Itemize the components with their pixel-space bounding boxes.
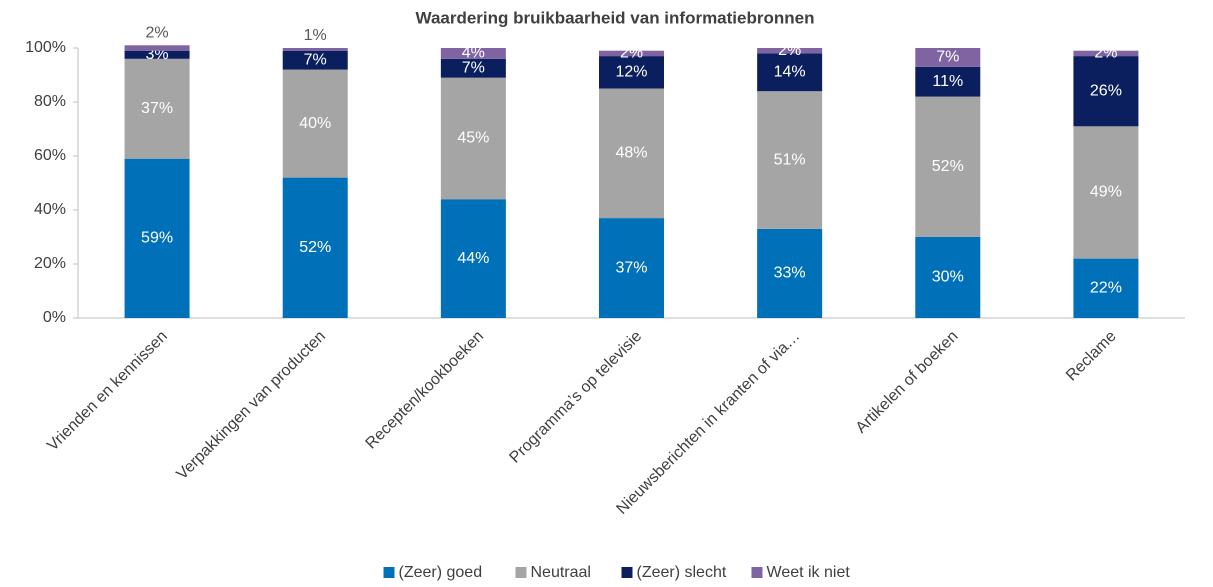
data-label: 59% [141, 230, 173, 247]
bar-segment [915, 48, 981, 67]
legend-label: (Zeer) goed [399, 564, 483, 581]
data-label: 40% [299, 115, 331, 132]
data-label: 37% [615, 259, 647, 276]
bar-segment [915, 96, 981, 237]
bar-segment [282, 69, 348, 178]
data-label: 52% [932, 158, 964, 175]
legend-swatch [751, 567, 763, 578]
y-tick-label: 40% [34, 201, 66, 218]
data-label: 1% [304, 27, 327, 44]
data-label: 44% [457, 250, 489, 267]
y-tick-label: 100% [25, 39, 66, 56]
bar-segment [599, 50, 664, 57]
data-label: 7% [304, 51, 327, 68]
bar-segment [599, 88, 664, 219]
bar-segment [915, 237, 981, 318]
bar-segment [124, 45, 190, 51]
x-tick-label: Reclame [1063, 328, 1120, 385]
data-label: 33% [774, 265, 806, 282]
bar-segment [282, 177, 348, 318]
legend-label: Weet ik niet [767, 564, 851, 581]
data-label: 7% [462, 59, 485, 76]
bar-segment [440, 77, 506, 200]
bar-segment [282, 48, 348, 51]
data-label: 49% [1090, 184, 1122, 201]
bar-segment [1073, 56, 1139, 127]
y-tick-label: 20% [34, 255, 66, 272]
x-tick-label: Vrienden en kennissen [44, 328, 171, 455]
data-label: 2% [146, 25, 169, 42]
bar-segment [757, 53, 823, 92]
legend-label: (Zeer) slecht [637, 564, 727, 581]
bar-segment [440, 58, 506, 78]
data-label: 52% [299, 239, 331, 256]
x-tick-label: Recepten/kookboeken [363, 328, 488, 453]
bar-segment [757, 48, 823, 54]
bar-segment [124, 58, 190, 159]
bar-segment [440, 48, 506, 59]
bar-segment [599, 218, 664, 318]
bar-segment [915, 66, 981, 97]
bar-segment [1073, 126, 1139, 259]
data-label: 48% [615, 145, 647, 162]
y-tick-label: 60% [34, 147, 66, 164]
legend-swatch [621, 567, 633, 578]
legend-label: Neutraal [531, 564, 591, 581]
bar-segment [282, 50, 348, 70]
x-tick-label: Programma’s op televisie [506, 328, 645, 467]
data-label: 11% [932, 73, 963, 90]
data-label: 14% [774, 64, 806, 81]
bar-segment [599, 56, 664, 89]
y-tick-label: 80% [34, 93, 66, 110]
bar-segment [124, 158, 190, 318]
data-label: 26% [1090, 82, 1122, 99]
data-label: 22% [1090, 280, 1122, 297]
bar-segment [1073, 50, 1139, 57]
legend-swatch [515, 567, 527, 578]
legend-swatch [383, 567, 395, 578]
data-label: 2% [778, 42, 801, 59]
data-label: 12% [615, 64, 647, 81]
data-label: 37% [141, 100, 173, 117]
data-label: 51% [774, 151, 806, 168]
bar-segment [440, 199, 506, 318]
data-label: 4% [462, 45, 485, 62]
bar-segment [757, 228, 823, 318]
bar-segment [1073, 258, 1139, 318]
data-label: 2% [1094, 45, 1117, 62]
data-label: 45% [457, 130, 489, 147]
x-tick-label: Artikelen of boeken [853, 328, 962, 437]
bar-segment [757, 91, 823, 229]
chart-title: Waardering bruikbaarheid van informatieb… [416, 8, 815, 27]
data-label: 2% [620, 45, 643, 62]
x-tick-label: Nieuwsberichten in kranten of via… [613, 328, 803, 518]
y-tick-label: 0% [43, 309, 66, 326]
data-label: 7% [936, 49, 959, 66]
bar-segment [124, 50, 190, 59]
x-tick-label: Verpakkingen van producten [174, 328, 329, 483]
data-label: 30% [932, 269, 964, 286]
